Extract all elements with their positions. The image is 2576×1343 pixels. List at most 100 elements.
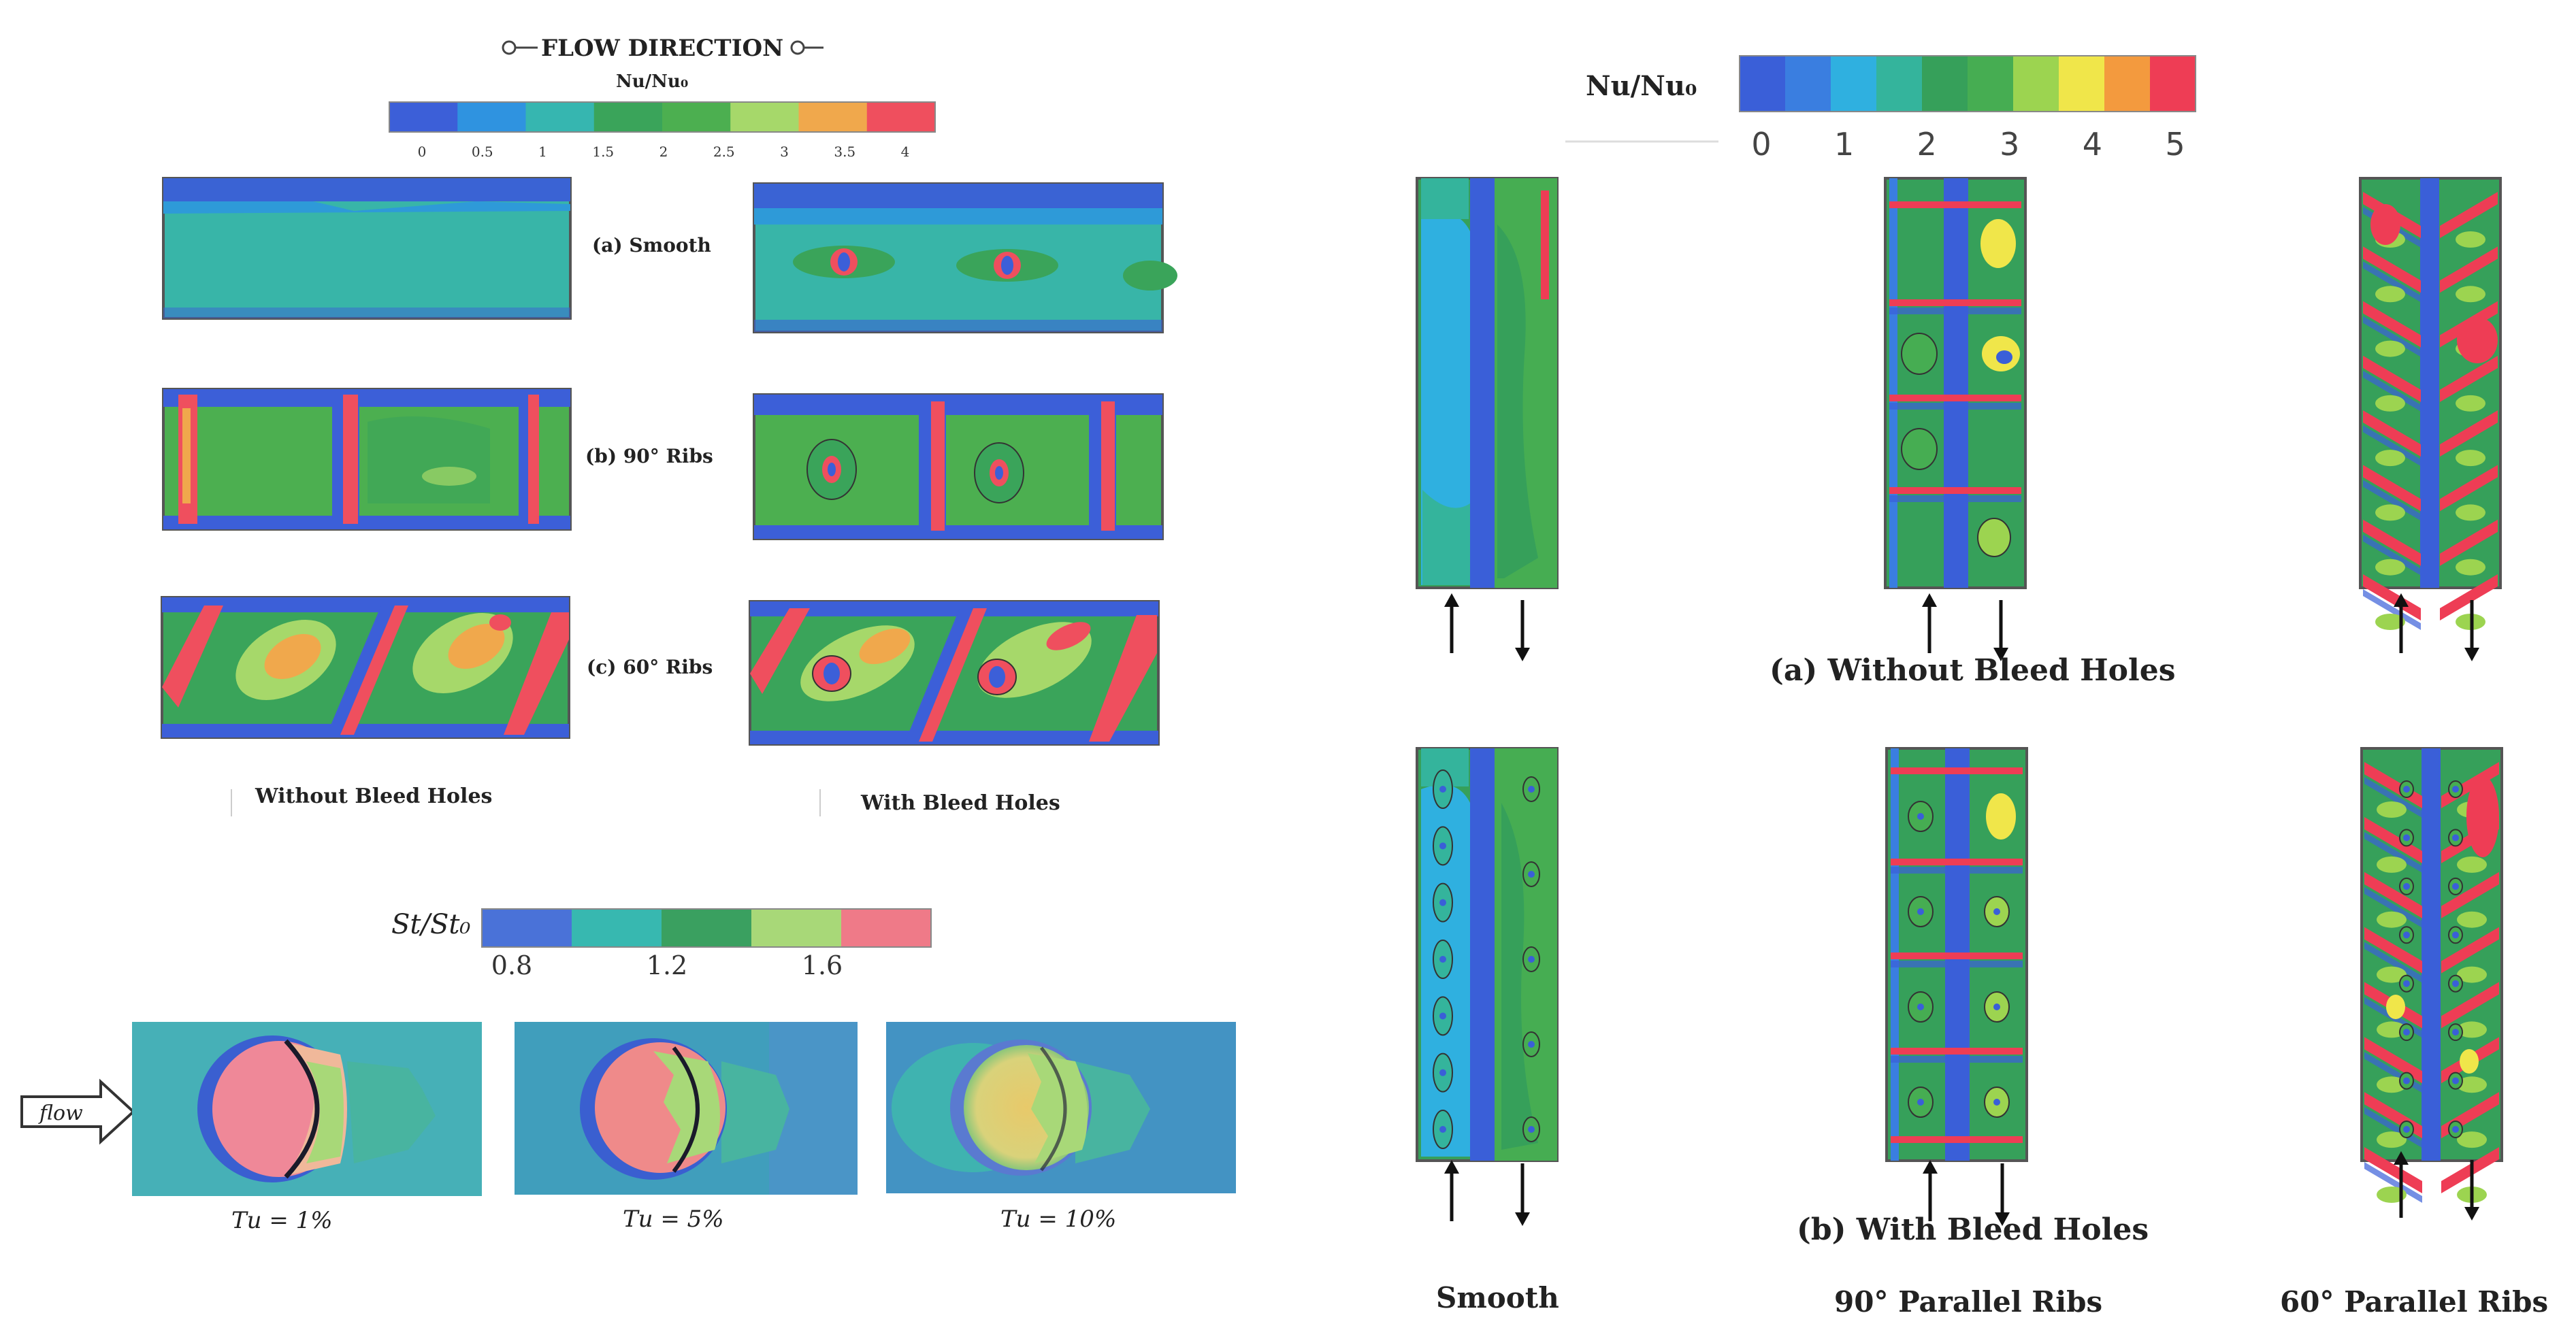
smooth-without-bleed-channel — [1416, 177, 1559, 589]
bleed-hole-center — [2452, 786, 2459, 793]
rib-shadow-left — [2363, 480, 2421, 521]
right-colorbar-swatch — [1831, 56, 1877, 112]
bleed-hole-spot — [956, 249, 1058, 282]
row-c-label: (c) 60° Ribs — [587, 656, 713, 678]
column-label-without-bleed: Without Bleed Holes — [255, 784, 492, 808]
top-left-colorbar-tick: 3.5 — [834, 144, 855, 160]
high-nu-spot — [2375, 559, 2405, 576]
high-nu-spot — [2375, 286, 2405, 303]
bleed-hole-center — [1917, 813, 1924, 820]
high-nu-spot — [2375, 450, 2405, 467]
top-left-colorbar-tick: 3 — [780, 144, 789, 160]
rib-shadow-left — [2364, 1162, 2422, 1203]
rib-shadow-left — [2363, 261, 2421, 303]
right-colorbar-tick: 0 — [1751, 126, 1771, 163]
bleed-hole-center — [1439, 1126, 1446, 1133]
bleed-hole-center — [2403, 1029, 2410, 1036]
flow-arrow-left-icon — [502, 40, 538, 55]
rib-right — [2441, 927, 2499, 974]
bleed-hole-center — [1528, 1126, 1535, 1133]
column-label-60-ribs: 60° Parallel Ribs — [2280, 1285, 2548, 1319]
tu-5-caption: Tu = 5% — [623, 1206, 724, 1233]
column-label-with-bleed: With Bleed Holes — [860, 791, 1060, 815]
bleed-hole-center — [2403, 980, 2410, 987]
high-nu-spot — [2377, 1187, 2407, 1203]
arrow-down-icon — [1993, 600, 2008, 661]
bleed-hole-center — [1917, 1004, 1924, 1010]
rib-shadow-left — [2364, 886, 2422, 928]
rib-left — [2363, 519, 2421, 566]
high-nu-spot — [2456, 504, 2485, 521]
high-nu-spot — [2377, 1021, 2407, 1038]
right-figure: Nu/Nu₀ 0 1 2 3 4 5 — [1416, 55, 2548, 1319]
bleed-hole-center — [2452, 834, 2459, 842]
top-left-colorbar-tick: 2 — [659, 144, 668, 160]
row-b-label: (b) 90° Ribs — [585, 445, 713, 467]
bleed-hole-center — [1528, 871, 1535, 878]
rib-shadow-left — [2363, 534, 2421, 576]
high-nu-spot — [2377, 1076, 2407, 1093]
top-left-colorbar-tick: 4 — [901, 144, 910, 160]
right-colorbar-swatch — [2013, 56, 2059, 112]
rib-shadow-left — [2364, 942, 2422, 983]
bleed-hole-center — [2403, 1126, 2410, 1133]
ribs60-without-bleed-map — [161, 596, 570, 739]
high-nu-spot — [2375, 340, 2405, 357]
top-left-colorbar-swatch — [593, 102, 663, 132]
arrow-down-icon — [1515, 600, 1530, 661]
right-colorbar-ticks: 0 1 2 3 4 5 — [1751, 126, 2185, 163]
bleed-hole-center — [1528, 786, 1535, 793]
bleed-hole-center — [2403, 882, 2410, 890]
bottom-left-colorbar-swatch — [572, 909, 662, 947]
rib-right — [2440, 192, 2498, 238]
high-nu-spot — [2375, 614, 2405, 630]
rib-shadow-left — [2363, 370, 2421, 412]
row-b-caption: (b) With Bleed Holes — [1797, 1212, 2149, 1247]
rib-right — [2441, 872, 2499, 918]
high-nu-spot — [2456, 286, 2485, 303]
rib-right — [2440, 465, 2498, 512]
top-left-colorbar-tick: 1 — [538, 144, 547, 160]
ribs90-without-bleed-map — [162, 388, 572, 531]
top-left-colorbar-ticks: 0 0.5 1 1.5 2 2.5 3 3.5 4 — [418, 144, 910, 160]
high-nu-spot — [2375, 395, 2405, 412]
tu-10-map — [886, 1022, 1236, 1193]
bleed-hole-center — [1439, 899, 1446, 906]
rib-shadow-left — [2363, 316, 2421, 357]
tu-5-map — [515, 1022, 858, 1195]
top-left-colorbar-swatch — [662, 102, 731, 132]
rib-left — [2363, 355, 2421, 402]
ribs60-without-bleed-channel — [2359, 177, 2502, 630]
right-colorbar-frame — [1739, 55, 2196, 112]
arrow-up-icon — [1922, 593, 1937, 653]
bleed-hole-center — [1528, 1041, 1535, 1048]
high-nu-spot — [2377, 911, 2407, 928]
top-left-colorbar-frame — [389, 101, 936, 133]
flow-label: flow — [38, 1101, 83, 1125]
flow-arrow-icon: flow — [20, 1078, 135, 1145]
right-colorbar-tick: 1 — [1834, 126, 1854, 163]
bleed-hole-center — [2403, 834, 2410, 842]
arrow-up-icon — [1923, 1160, 1938, 1221]
rib-left — [2364, 1147, 2422, 1193]
rib-right — [2440, 410, 2498, 457]
rib-right — [2440, 246, 2498, 293]
bottom-left-colorbar-tick: 0.8 — [491, 950, 532, 980]
angled-ribs — [2363, 192, 2498, 630]
bottom-left-colorbar — [481, 908, 932, 948]
rib-left — [2363, 301, 2421, 348]
rib-shadow-left — [2363, 589, 2421, 630]
top-left-figure: FLOW DIRECTION Nu/Nu₀ 0 0.5 1 1.5 2 2.5 3 3.5 4 — [161, 35, 1177, 816]
bleed-holes — [1433, 769, 1540, 1149]
bleed-hole-center — [2452, 1126, 2459, 1133]
smooth-without-bleed-map — [162, 177, 572, 320]
high-nu-spot — [2377, 1131, 2407, 1148]
row-a-caption: (a) Without Bleed Holes — [1770, 653, 2176, 688]
bleed-hole-center — [2452, 1029, 2459, 1036]
arrow-up-icon — [2394, 1151, 2409, 1218]
rib-left — [2364, 816, 2422, 863]
right-colorbar-swatch — [1968, 56, 2014, 112]
ribs60-with-bleed-channel — [2360, 747, 2503, 1203]
bottom-colorbar-label: St/St₀ — [391, 909, 470, 940]
top-left-colorbar-swatch — [389, 102, 458, 132]
